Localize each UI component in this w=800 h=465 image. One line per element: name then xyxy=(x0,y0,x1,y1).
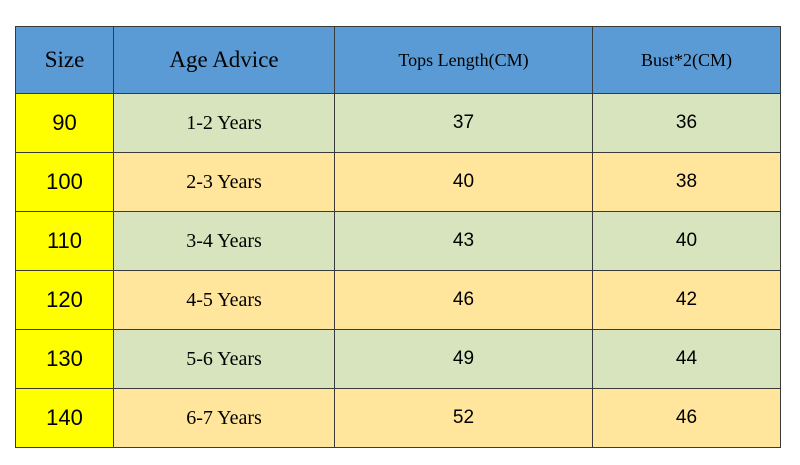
bust-cell: 36 xyxy=(592,93,781,153)
length-cell: 49 xyxy=(334,329,593,389)
header-age-advice: Age Advice xyxy=(113,26,335,94)
age-cell: 1-2 Years xyxy=(113,93,335,153)
header-tops-length: Tops Length(CM) xyxy=(334,26,593,94)
header-bust: Bust*2(CM) xyxy=(592,26,781,94)
bust-cell: 38 xyxy=(592,152,781,212)
table-row: 130 5-6 Years 49 44 xyxy=(15,329,781,389)
length-cell: 46 xyxy=(334,270,593,330)
bust-cell: 40 xyxy=(592,211,781,271)
table-row: 110 3-4 Years 43 40 xyxy=(15,211,781,271)
table-row: 140 6-7 Years 52 46 xyxy=(15,388,781,448)
table-row: 120 4-5 Years 46 42 xyxy=(15,270,781,330)
length-cell: 43 xyxy=(334,211,593,271)
age-cell: 4-5 Years xyxy=(113,270,335,330)
size-cell: 100 xyxy=(15,152,114,212)
size-chart-table: Size Age Advice Tops Length(CM) Bust*2(C… xyxy=(15,26,781,448)
header-row: Size Age Advice Tops Length(CM) Bust*2(C… xyxy=(15,26,781,94)
age-cell: 2-3 Years xyxy=(113,152,335,212)
bust-cell: 46 xyxy=(592,388,781,448)
size-cell: 120 xyxy=(15,270,114,330)
size-cell: 90 xyxy=(15,93,114,153)
bust-cell: 42 xyxy=(592,270,781,330)
length-cell: 37 xyxy=(334,93,593,153)
size-cell: 110 xyxy=(15,211,114,271)
length-cell: 52 xyxy=(334,388,593,448)
bust-cell: 44 xyxy=(592,329,781,389)
table-row: 90 1-2 Years 37 36 xyxy=(15,93,781,153)
size-cell: 140 xyxy=(15,388,114,448)
size-chart: Size Age Advice Tops Length(CM) Bust*2(C… xyxy=(15,26,781,448)
header-size: Size xyxy=(15,26,114,94)
age-cell: 6-7 Years xyxy=(113,388,335,448)
age-cell: 5-6 Years xyxy=(113,329,335,389)
table-row: 100 2-3 Years 40 38 xyxy=(15,152,781,212)
length-cell: 40 xyxy=(334,152,593,212)
age-cell: 3-4 Years xyxy=(113,211,335,271)
size-cell: 130 xyxy=(15,329,114,389)
